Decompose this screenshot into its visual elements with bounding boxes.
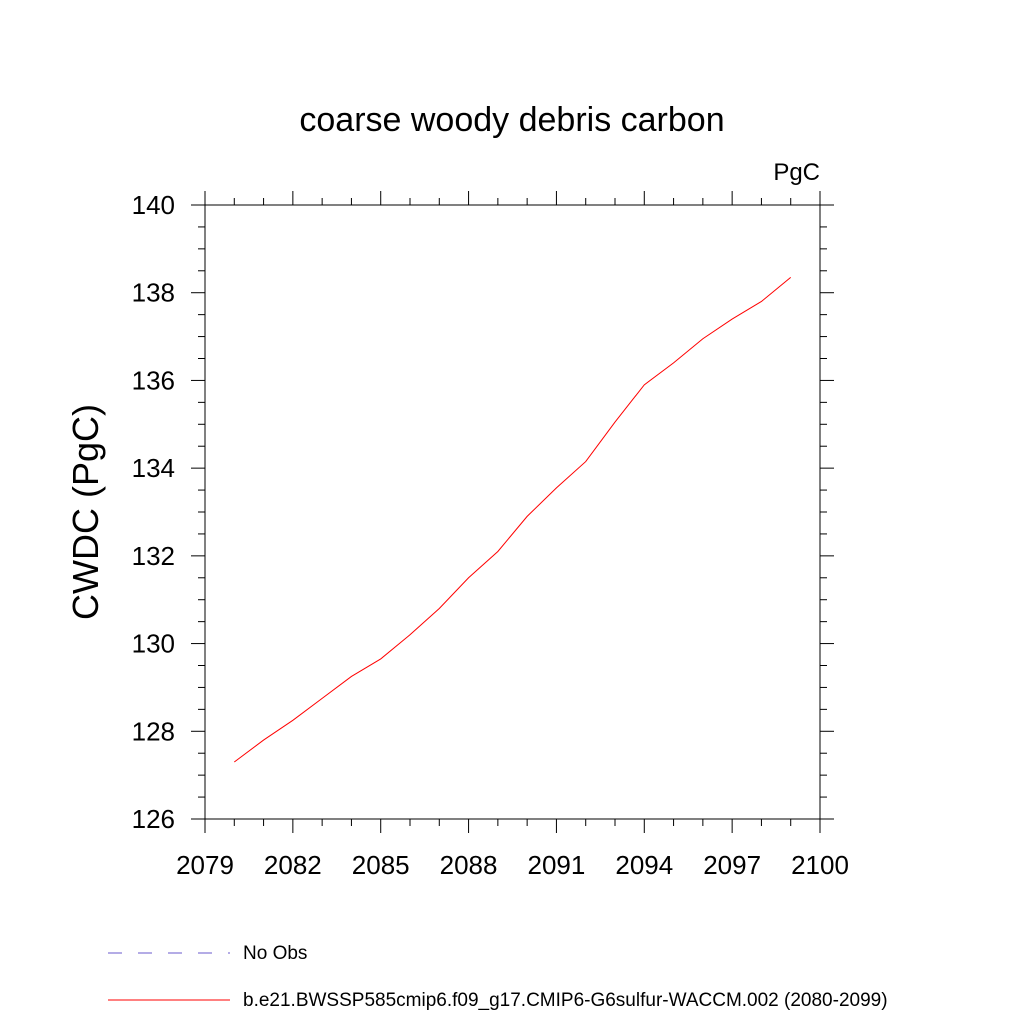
y-tick-label: 136 [132, 365, 175, 395]
x-tick-label: 2085 [352, 850, 410, 880]
chart-title: coarse woody debris carbon [299, 101, 724, 139]
axis-ticks [191, 191, 834, 833]
x-tick-label: 2097 [703, 850, 761, 880]
axis-tick-labels: 2079 2082 2085 2088 2091 2094 2097 2100 126 128 13… [132, 190, 849, 880]
units-label: PgC [773, 159, 820, 186]
y-tick-label: 128 [132, 716, 175, 746]
x-tick-label: 2082 [264, 850, 322, 880]
series-line [233, 276, 792, 763]
plot-frame [204, 204, 821, 820]
y-axis-label: CWDC (PgC) [65, 404, 106, 620]
y-tick-label: 140 [132, 190, 175, 220]
x-tick-label: 2100 [791, 850, 849, 880]
x-tick-label: 2091 [528, 850, 586, 880]
x-tick-label: 2088 [440, 850, 498, 880]
series-lines [233, 276, 792, 763]
y-tick-label: 130 [132, 629, 175, 659]
y-tick-label: 138 [132, 278, 175, 308]
y-tick-label: 132 [132, 541, 175, 571]
legend-label: No Obs [243, 943, 307, 964]
x-tick-label: 2094 [615, 850, 673, 880]
x-tick-label: 2079 [176, 850, 234, 880]
legend: No Obs b.e21.BWSSP585cmip6.f09_g17.CMIP6-… [108, 943, 888, 1011]
y-tick-label: 134 [132, 453, 175, 483]
legend-label: b.e21.BWSSP585cmip6.f09_g17.CMIP6-G6sulf… [243, 990, 888, 1011]
y-tick-label: 126 [132, 804, 175, 834]
